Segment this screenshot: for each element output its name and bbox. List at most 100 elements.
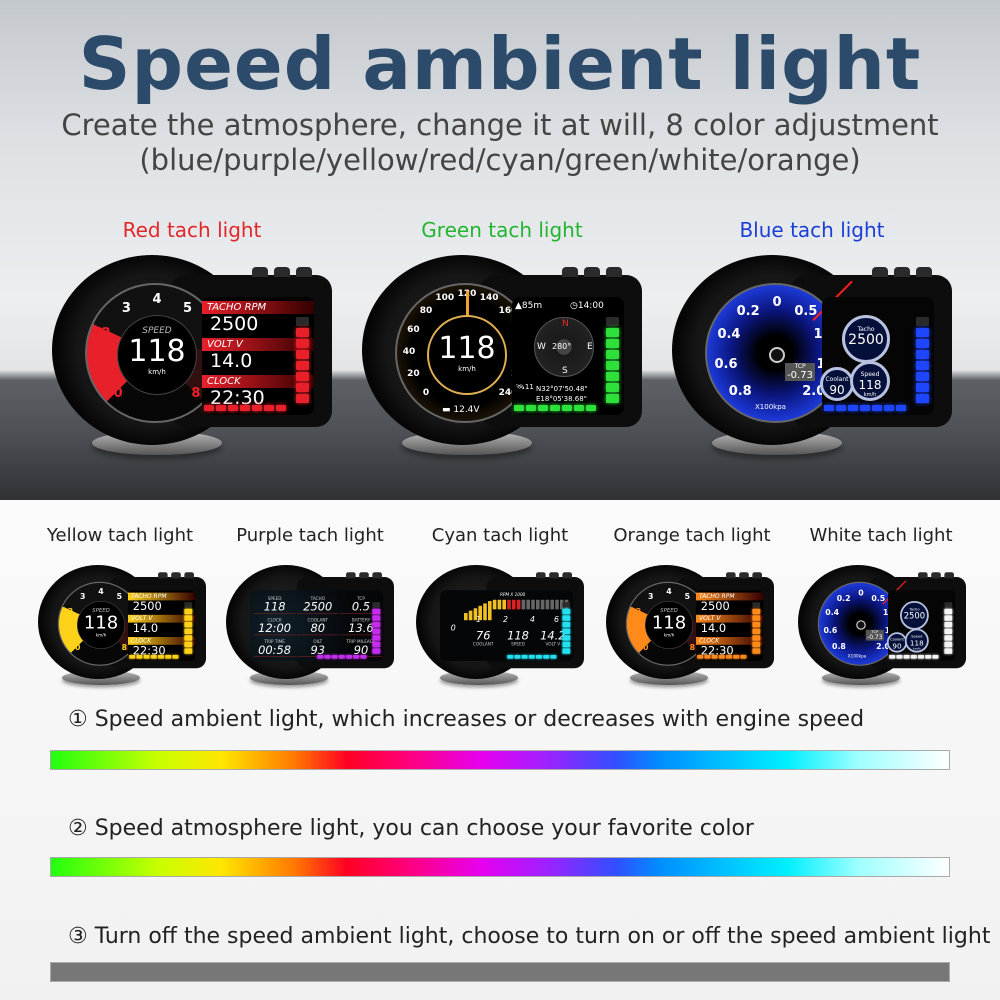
obd-gauge-cyan: RPM X 1000 0 1 2 4 6 76 COOLANT 118 SPEED 14.2 VOLT…	[416, 565, 584, 688]
panel-reading: CLOCK 22:30	[202, 375, 314, 408]
tachometer-gauge: 012345678SPEED118km/h	[625, 581, 710, 666]
led-segment	[296, 394, 309, 403]
reading-label: TACHO RPM	[128, 592, 196, 601]
led-segment	[353, 655, 360, 659]
gauge-tick-label: 5	[116, 592, 123, 602]
battery-voltage: ▬ 12.4V	[442, 405, 480, 415]
tachometer-gauge: 012345678SPEED118km/h	[57, 581, 142, 666]
speed-unit: km/h	[458, 365, 476, 373]
reading-value: 22:30	[700, 644, 734, 658]
control-button[interactable]	[274, 267, 290, 277]
led-segment	[574, 405, 584, 411]
led-segment	[372, 635, 381, 641]
rpm-segment	[555, 599, 559, 610]
feature-3-text: ③ Turn off the speed ambient light, choo…	[68, 924, 991, 949]
gauge-tick-label: 1	[98, 357, 108, 373]
panel-reading: TACHO RPM 2500	[202, 301, 314, 334]
control-button[interactable]	[894, 267, 910, 277]
control-button[interactable]	[562, 572, 572, 579]
led-segment	[172, 655, 179, 659]
green-tach-label: Green tach light	[421, 218, 583, 242]
control-button[interactable]	[372, 572, 382, 579]
led-segment	[562, 648, 571, 654]
reading-label: CLOCK	[202, 375, 314, 388]
control-button[interactable]	[171, 572, 181, 579]
led-segment	[228, 405, 238, 411]
red-tach-label: Red tach light	[122, 218, 262, 242]
reading-circle: Speed 118 km/h	[904, 628, 929, 653]
control-button[interactable]	[562, 267, 578, 277]
navigation-panel: ▲85m ◷14:00 N E S W 280° 🛰11 N32°07'50.48" E18°05…	[512, 297, 624, 415]
led-segment	[916, 339, 929, 348]
led-segment	[165, 655, 172, 659]
speed-readout: SPEED 118 km/h	[77, 601, 125, 649]
cell-label: SPEED	[511, 641, 525, 647]
rpm-segment	[478, 605, 482, 621]
reading-value: 118	[858, 377, 882, 392]
led-segment	[372, 622, 381, 628]
rpm-tick: 1	[476, 615, 481, 625]
led-segment	[718, 655, 725, 659]
control-button[interactable]	[158, 572, 168, 579]
multi-data-screen: SPEED 118 TACHO 2500 TCP 0.5 CLOCK 12:00 COOLANT…	[250, 590, 384, 661]
rpm-segment	[545, 599, 550, 610]
control-button[interactable]	[872, 267, 888, 277]
led-segment	[528, 655, 535, 659]
rpm-tick: 6	[554, 615, 559, 625]
tachometer-gauge: 012345678SPEED118km/h	[85, 283, 225, 423]
control-button[interactable]	[606, 267, 622, 277]
led-segment	[324, 655, 331, 659]
control-button[interactable]	[726, 572, 736, 579]
led-segment	[932, 655, 939, 659]
led-segment	[916, 394, 929, 403]
control-button[interactable]	[536, 572, 546, 579]
panel-reading: VOLT V 14.0	[696, 614, 764, 635]
gauge-tick-label: 0	[113, 385, 123, 401]
led-segment	[240, 405, 250, 411]
control-button[interactable]	[296, 267, 312, 277]
reading-label: Coolant	[890, 637, 904, 642]
gauge-tick-label: 4	[98, 587, 104, 597]
control-button[interactable]	[584, 267, 600, 277]
rpm-segment	[516, 599, 521, 610]
led-segment	[536, 655, 542, 659]
cell-value: 13.6	[348, 622, 374, 636]
gauge-tick-label: 0.2	[736, 303, 760, 319]
cell-label: SPEED	[267, 596, 282, 601]
control-button[interactable]	[916, 267, 932, 277]
control-button[interactable]	[752, 572, 762, 579]
compass-direction: W	[537, 342, 546, 352]
led-segment	[733, 655, 740, 659]
rpm-tick: 2	[503, 615, 508, 625]
led-segment	[204, 405, 214, 411]
control-button[interactable]	[346, 572, 356, 579]
rpm-bar-screen: RPM X 1000 0 1 2 4 6 76 COOLANT 118 SPEED 14.2 VOLT…	[440, 590, 574, 661]
led-segment	[752, 602, 761, 608]
led-segment	[317, 655, 324, 659]
led-segment	[296, 361, 309, 370]
tcp-readout: TCP -0.73	[785, 363, 815, 381]
control-button[interactable]	[184, 572, 194, 579]
reading-unit: km/h	[913, 646, 921, 651]
control-button[interactable]	[944, 572, 954, 579]
reading-label: Coolant	[825, 375, 849, 383]
led-segment	[925, 655, 932, 659]
led-segment	[143, 655, 150, 659]
reading-circle: Coolant 90	[886, 632, 908, 653]
gauge-tick-label: 0	[422, 388, 430, 398]
control-button[interactable]	[359, 572, 369, 579]
control-button[interactable]	[739, 572, 749, 579]
led-segment	[848, 405, 858, 411]
gauge-tick-label: 0.4	[717, 327, 741, 343]
panel-reading: CLOCK 22:30	[128, 637, 196, 657]
led-segment	[606, 394, 619, 403]
led-segment	[562, 405, 572, 411]
control-button[interactable]	[252, 267, 268, 277]
control-button[interactable]	[918, 572, 928, 579]
led-segment	[697, 655, 704, 659]
control-button[interactable]	[549, 572, 559, 579]
control-button[interactable]	[931, 572, 941, 579]
led-segment	[150, 655, 157, 659]
rpm-segment	[560, 599, 564, 610]
led-segment	[944, 648, 953, 654]
